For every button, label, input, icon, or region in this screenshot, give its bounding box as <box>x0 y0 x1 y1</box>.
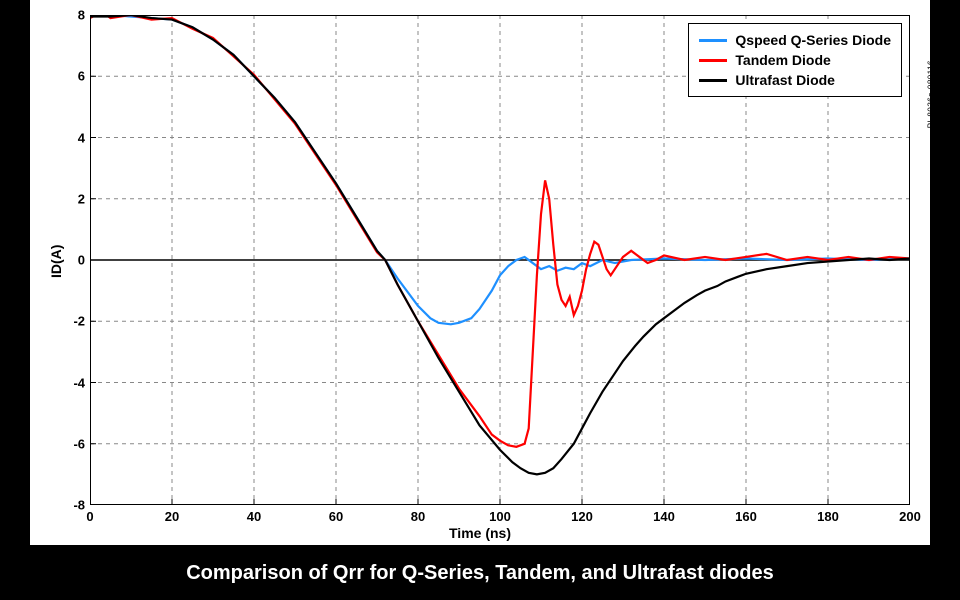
legend-item: Tandem Diode <box>699 50 891 70</box>
legend-item: Qspeed Q-Series Diode <box>699 30 891 50</box>
x-tick-label: 100 <box>489 509 511 524</box>
legend: Qspeed Q-Series Diode Tandem Diode Ultra… <box>688 23 902 97</box>
legend-swatch <box>699 79 727 82</box>
x-tick-label: 180 <box>817 509 839 524</box>
legend-label: Qspeed Q-Series Diode <box>735 32 891 48</box>
x-tick-label: 160 <box>735 509 757 524</box>
y-tick-label: 4 <box>55 130 85 145</box>
y-tick-label: -2 <box>55 314 85 329</box>
chart-container: Qspeed Q-Series Diode Tandem Diode Ultra… <box>30 0 930 545</box>
legend-swatch <box>699 39 727 42</box>
x-tick-label: 0 <box>86 509 93 524</box>
y-tick-label: -4 <box>55 375 85 390</box>
plot-region: Qspeed Q-Series Diode Tandem Diode Ultra… <box>90 15 910 505</box>
y-tick-label: 8 <box>55 8 85 23</box>
x-tick-label: 20 <box>165 509 179 524</box>
x-tick-label: 200 <box>899 509 921 524</box>
y-tick-label: -8 <box>55 498 85 513</box>
x-tick-label: 140 <box>653 509 675 524</box>
caption: Comparison of Qrr for Q-Series, Tandem, … <box>186 562 774 585</box>
y-tick-label: 2 <box>55 191 85 206</box>
x-tick-label: 40 <box>247 509 261 524</box>
document-id: PI-8036s-080116 <box>926 60 935 128</box>
legend-swatch <box>699 59 727 62</box>
x-tick-label: 80 <box>411 509 425 524</box>
legend-item: Ultrafast Diode <box>699 70 891 90</box>
y-tick-label: 6 <box>55 69 85 84</box>
legend-label: Ultrafast Diode <box>735 72 835 88</box>
x-tick-label: 120 <box>571 509 593 524</box>
x-axis-label: Time (ns) <box>449 525 511 541</box>
y-tick-label: -6 <box>55 436 85 451</box>
legend-label: Tandem Diode <box>735 52 830 68</box>
x-tick-label: 60 <box>329 509 343 524</box>
y-tick-label: 0 <box>55 253 85 268</box>
